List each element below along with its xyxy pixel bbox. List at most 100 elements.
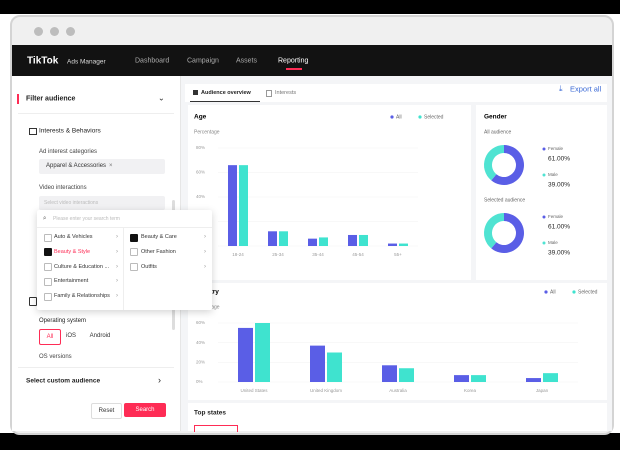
- menu-item[interactable]: Beauty & Style: [54, 248, 91, 255]
- x-tick-label: 45-54: [352, 252, 364, 257]
- divider: [18, 113, 174, 114]
- divider: [18, 367, 174, 368]
- export-button[interactable]: Export all: [570, 84, 602, 94]
- bar: [543, 373, 558, 382]
- menu-item[interactable]: Auto & Vehicles: [54, 234, 93, 240]
- top-states-title: Top states: [194, 409, 227, 417]
- marker: [17, 94, 19, 104]
- placeholder: Select video interactions: [44, 200, 99, 206]
- bar: [382, 365, 397, 382]
- x-tick-label: Australia: [389, 388, 407, 393]
- filter-title: Filter audience: [26, 95, 76, 103]
- tag-remove[interactable]: ×: [109, 163, 113, 169]
- checkbox[interactable]: [44, 263, 52, 272]
- legend-label: All: [396, 114, 402, 120]
- gender-chart: Gender All audience Female 61.00% Male 39.00%…: [484, 114, 570, 257]
- menu-item[interactable]: Other Fashion: [141, 248, 176, 255]
- menu-item[interactable]: Entertainment: [54, 278, 89, 285]
- window-dot: [34, 27, 43, 36]
- nav-item-active[interactable]: Reporting: [278, 57, 309, 65]
- chevron: ›: [204, 263, 206, 270]
- x-tick-label: United Kingdom: [310, 388, 342, 393]
- y-tick-label: 60%: [196, 170, 205, 175]
- checkbox[interactable]: [44, 292, 52, 301]
- tab-icon: [266, 90, 272, 97]
- product-name: Ads Manager: [67, 58, 106, 66]
- chevron: ›: [116, 293, 118, 300]
- export-icon[interactable]: ⤓: [559, 84, 563, 93]
- bar: [268, 231, 277, 246]
- legend-swatch: [418, 115, 422, 119]
- checkbox[interactable]: [130, 248, 138, 257]
- os-option[interactable]: iOS: [65, 333, 76, 339]
- axis-label: Percentage: [194, 129, 220, 135]
- search-placeholder[interactable]: Please enter your search term: [53, 216, 120, 222]
- legend-label: Male: [548, 240, 558, 245]
- nav-item[interactable]: Campaign: [187, 57, 219, 65]
- checkbox[interactable]: [44, 248, 52, 257]
- value-label: 61.00%: [548, 224, 570, 231]
- value-label: 39.00%: [548, 250, 570, 257]
- os-option[interactable]: Android: [89, 333, 111, 339]
- tab[interactable]: Interests: [275, 90, 297, 96]
- custom-audience[interactable]: Select custom audience: [26, 377, 101, 385]
- chevron: ›: [204, 248, 206, 255]
- tab-underline: [190, 101, 260, 102]
- checkbox[interactable]: [44, 233, 52, 242]
- navbar: [12, 45, 612, 76]
- x-tick-label: 25-34: [272, 252, 284, 257]
- donut-slice: [484, 145, 504, 181]
- y-tick-label: 20%: [196, 360, 205, 365]
- video-input[interactable]: [39, 196, 165, 210]
- field-label: Video interactions: [39, 185, 87, 191]
- legend-label: Male: [548, 172, 558, 177]
- legend-swatch: [572, 290, 576, 294]
- x-tick-label: 18-24: [232, 252, 244, 257]
- chevron[interactable]: ⌄: [158, 93, 165, 103]
- chevron: ›: [116, 248, 118, 255]
- os-option[interactable]: All: [39, 329, 61, 345]
- chart-title: Gender: [484, 114, 507, 121]
- nav-item[interactable]: Dashboard: [135, 57, 170, 65]
- bar: [454, 375, 469, 382]
- donut-title: Selected audience: [484, 197, 525, 203]
- legend-label: All: [550, 289, 556, 295]
- x-tick-label: Japan: [536, 388, 549, 393]
- menu-item[interactable]: Family & Relationships: [54, 293, 110, 300]
- y-tick-label: 40%: [196, 340, 205, 345]
- menu-item[interactable]: Culture & Education ...: [54, 263, 110, 270]
- section-icon: [29, 297, 37, 306]
- checkbox[interactable]: [130, 263, 138, 272]
- bar: [255, 323, 270, 382]
- menu-item[interactable]: Beauty & Care: [141, 234, 177, 240]
- bar: [239, 165, 248, 246]
- bar: [228, 165, 237, 246]
- chevron[interactable]: ›: [158, 375, 161, 385]
- tab-active[interactable]: Audience overview: [201, 90, 251, 96]
- checkbox[interactable]: [130, 233, 138, 242]
- donut-title: All audience: [484, 129, 511, 135]
- nav-item[interactable]: Assets: [236, 57, 258, 65]
- section-icon: [29, 128, 37, 135]
- active-underline: [286, 68, 302, 70]
- bar: [388, 243, 397, 246]
- legend-label: Selected: [578, 289, 598, 295]
- field-label: Ad interest categories: [39, 149, 98, 155]
- tag[interactable]: Apparel & Accessories: [46, 163, 107, 169]
- x-tick-label: United States: [240, 388, 268, 393]
- search-button[interactable]: Search: [124, 403, 166, 417]
- menu-item[interactable]: Outfits: [141, 263, 157, 270]
- reset-button[interactable]: Reset: [91, 403, 122, 419]
- brand: TikTok: [27, 55, 59, 67]
- field-label: OS versions: [39, 354, 72, 360]
- bar: [238, 327, 253, 382]
- chevron: ›: [116, 278, 118, 285]
- window-dot: [50, 27, 59, 36]
- checkbox[interactable]: [44, 277, 52, 286]
- field-label: Operating system: [39, 318, 87, 324]
- tag-input[interactable]: [39, 159, 165, 174]
- legend-swatch: [542, 173, 546, 177]
- tab-icon: [193, 90, 198, 95]
- tab-bar: [185, 84, 607, 102]
